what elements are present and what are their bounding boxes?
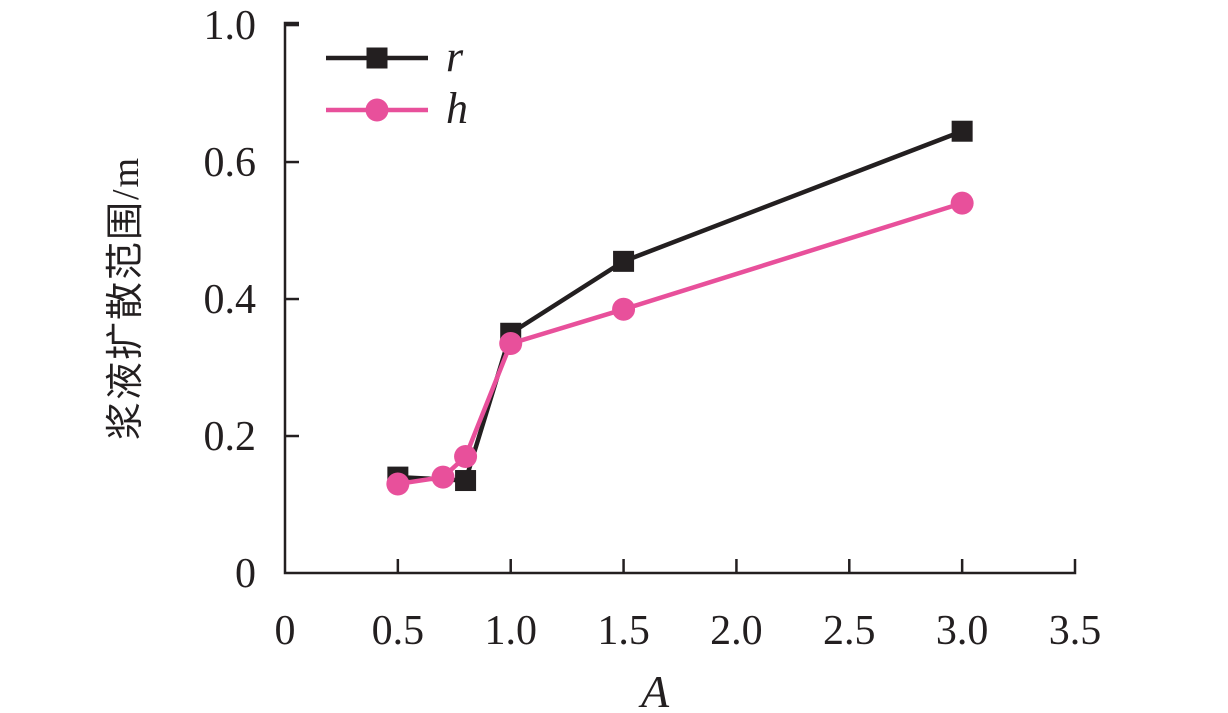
x-tick-label: 2.0 — [710, 608, 763, 654]
legend-entry-h: h — [326, 84, 468, 133]
x-tick-label: 2.5 — [823, 608, 876, 654]
legend-marker-h — [365, 98, 389, 122]
y-tick-label: 0.6 — [204, 140, 257, 186]
series-r-marker — [613, 250, 635, 272]
legend-label-r: r — [446, 32, 464, 81]
series-r-marker — [951, 120, 973, 142]
legend-entry-r: r — [326, 32, 464, 81]
axis-frame — [283, 21, 1077, 575]
y-tick-label: 0 — [235, 551, 256, 597]
series-h-marker — [612, 297, 636, 321]
x-tick-label: 0 — [275, 608, 296, 654]
y-tick-label: 0.2 — [204, 414, 257, 460]
series-r-marker — [455, 470, 477, 492]
x-tick-label: 0.5 — [372, 608, 425, 654]
series-h — [386, 191, 974, 496]
legend-marker-r — [366, 47, 388, 69]
x-tick-label: 3.0 — [936, 608, 989, 654]
y-tick-label: 1.0 — [204, 3, 257, 49]
series-h-marker — [454, 445, 478, 469]
y-axis: 0 0.2 0.4 0.6 1.0 — [204, 3, 299, 597]
series-h-marker — [499, 332, 523, 356]
legend: rh — [326, 32, 468, 133]
series-h-marker — [386, 472, 410, 496]
x-axis-title: A — [638, 666, 670, 713]
series-r-line — [397, 129, 963, 483]
series-h-line — [397, 200, 963, 487]
series-h-marker — [950, 191, 974, 215]
y-axis-title: 浆液扩散范围/m — [105, 156, 147, 440]
x-tick-label: 3.5 — [1049, 608, 1102, 654]
y-tick-label: 0.4 — [204, 277, 257, 323]
legend-label-h: h — [446, 84, 468, 133]
x-tick-label: 1.0 — [484, 608, 537, 654]
x-axis: 0 0.5 1.0 1.5 2.0 2.5 3.0 3.5 — [275, 559, 1102, 654]
series-h-marker — [431, 465, 455, 489]
x-tick-label: 1.5 — [597, 608, 650, 654]
